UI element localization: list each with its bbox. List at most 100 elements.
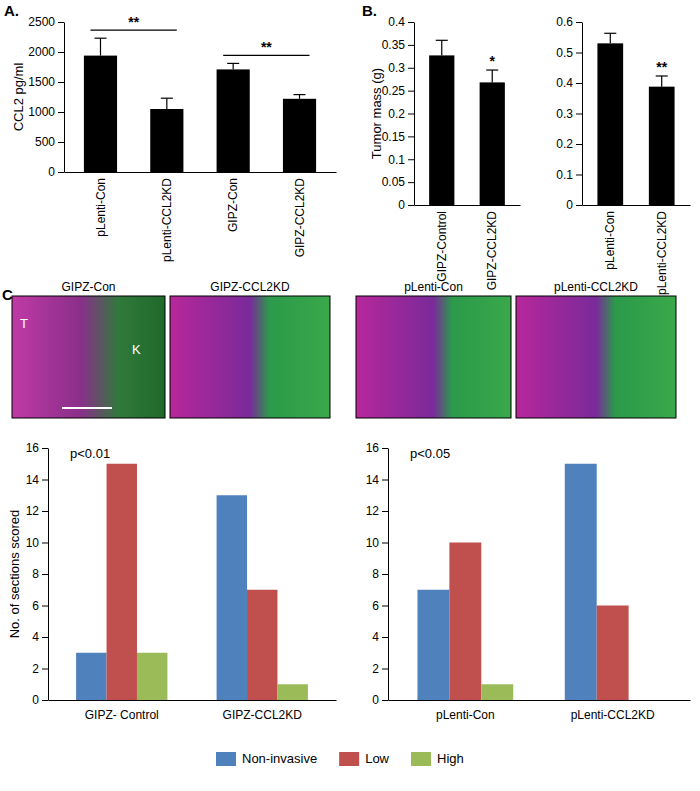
panel-3: C.GIPZ-ConTK xyxy=(2,280,165,418)
tick-label: 0.35 xyxy=(382,38,406,52)
bar xyxy=(629,700,661,701)
category-label: GIPZ-Control xyxy=(435,211,449,282)
tick-mark xyxy=(42,700,48,701)
tick-mark xyxy=(382,543,388,544)
y-tick: 0.6 xyxy=(556,15,582,29)
tick-label: 0.2 xyxy=(556,137,573,151)
x-tick: pLenti-CCL2KD xyxy=(655,211,669,295)
x-tick: GIPZ-CCL2KD xyxy=(485,211,499,291)
x-axis: GIPZ- ControlGIPZ-CCL2KD xyxy=(49,701,337,722)
tick-label: 0.6 xyxy=(556,15,573,29)
axis-line xyxy=(414,23,415,206)
micrograph xyxy=(12,296,165,418)
tick-label: 0.3 xyxy=(556,107,573,121)
tick-label: 10 xyxy=(366,536,380,550)
tick-label: 16 xyxy=(366,441,380,455)
y-tick: 0.2 xyxy=(388,107,414,121)
tick-mark xyxy=(576,144,582,145)
micrograph xyxy=(516,296,676,418)
error-bar xyxy=(94,38,106,55)
tick-mark xyxy=(408,205,414,206)
error-cap xyxy=(656,75,668,76)
x-tick: pLenti-Con xyxy=(436,708,495,722)
tick-label: 14 xyxy=(26,473,40,487)
legend-swatch xyxy=(411,752,431,766)
tick-label: 0 xyxy=(48,165,55,179)
plot-marks xyxy=(429,40,505,205)
y-tick: 0.3 xyxy=(556,107,582,121)
tick-label: 0.15 xyxy=(382,130,406,144)
tick-label: 0.05 xyxy=(382,175,406,189)
y-axis: 0 500 1000 1500 2000 2500 xyxy=(28,15,64,179)
tick-mark xyxy=(42,480,48,481)
legend: Non-invasiveLowHigh xyxy=(216,751,464,766)
tick-mark xyxy=(576,83,582,84)
tick-label: 10 xyxy=(26,536,40,550)
bar xyxy=(107,464,137,700)
tick-label: 12 xyxy=(366,504,380,518)
y-tick: 1500 xyxy=(28,75,64,89)
tick-mark xyxy=(408,68,414,69)
y-tick: 0.35 xyxy=(382,38,414,52)
x-axis: pLenti-ConpLenti-CCL2KDGIPZ-ConGIPZ-CCL2… xyxy=(65,173,337,263)
y-tick: 8 xyxy=(372,567,388,581)
y-axis: 0246810121416 xyxy=(366,441,389,707)
tick-label: 6 xyxy=(32,599,39,613)
bar xyxy=(429,55,454,205)
y-tick: 10 xyxy=(26,536,48,550)
bar xyxy=(283,99,316,172)
tick-label: 500 xyxy=(35,135,55,149)
tick-mark xyxy=(382,669,388,670)
category-label: pLenti-Con xyxy=(94,178,108,237)
bar xyxy=(217,69,250,172)
y-tick: 2 xyxy=(372,662,388,676)
panel-4: GIPZ-CCL2KD xyxy=(170,280,330,418)
y-tick: 2000 xyxy=(28,45,64,59)
legend-item: High xyxy=(411,751,464,766)
tick-label: 0.3 xyxy=(388,61,405,75)
error-cap xyxy=(436,40,448,41)
y-tick: 500 xyxy=(35,135,64,149)
axis-line xyxy=(389,700,691,701)
y-tick: 0 xyxy=(566,198,582,212)
tick-mark xyxy=(58,172,64,173)
tick-label: 2500 xyxy=(28,15,55,29)
tick-mark xyxy=(408,114,414,115)
tick-mark xyxy=(58,82,64,83)
tick-mark xyxy=(58,22,64,23)
tick-label: 16 xyxy=(26,441,40,455)
tick-label: 8 xyxy=(372,567,379,581)
bar xyxy=(217,495,247,700)
error-cap xyxy=(227,63,239,64)
tick-label: 14 xyxy=(366,473,380,487)
bar xyxy=(76,653,106,700)
y-axis: 00.10.20.30.40.50.6 xyxy=(556,15,582,212)
error-stem xyxy=(233,63,234,69)
tick-label: 1500 xyxy=(28,75,55,89)
y-tick: 0.4 xyxy=(556,76,582,90)
tick-label: 0.1 xyxy=(556,168,573,182)
bar xyxy=(247,590,277,700)
x-tick: pLenti-CCL2KD xyxy=(571,708,655,722)
bar xyxy=(565,464,597,700)
significance-label: ** xyxy=(128,14,139,30)
y-tick: 2 xyxy=(32,662,48,676)
error-cap xyxy=(94,38,106,39)
y-tick: 0 xyxy=(32,693,48,707)
y-tick: 2500 xyxy=(28,15,64,29)
bar xyxy=(480,82,505,205)
tick-mark xyxy=(408,182,414,183)
y-tick: 0 xyxy=(48,165,64,179)
y-tick: 4 xyxy=(32,630,48,644)
tick-mark xyxy=(576,114,582,115)
y-tick: 6 xyxy=(372,599,388,613)
micrograph xyxy=(356,296,511,418)
y-tick: 1000 xyxy=(28,105,64,119)
tick-mark xyxy=(42,606,48,607)
tick-label: 8 xyxy=(32,567,39,581)
y-tick: 0.2 xyxy=(556,137,582,151)
error-bar xyxy=(486,70,498,82)
y-tick: 0 xyxy=(398,198,414,212)
category-label: pLenti-CCL2KD xyxy=(655,211,669,295)
panel-2: 00.10.20.30.40.50.6pLenti-ConpLenti-CCL2… xyxy=(556,15,690,295)
